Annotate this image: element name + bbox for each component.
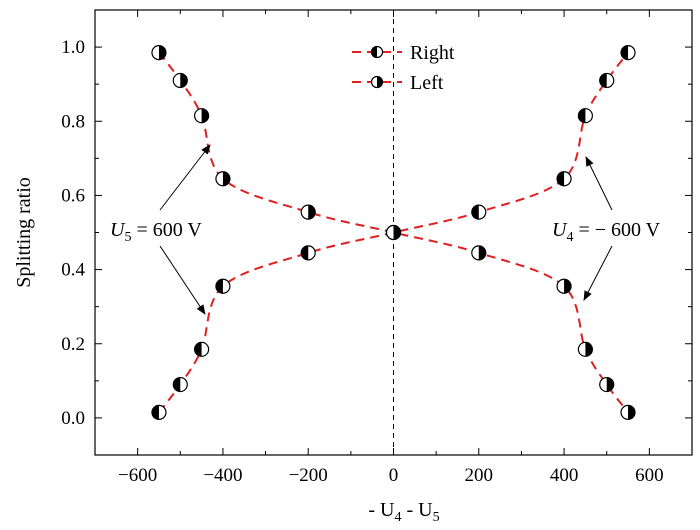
marker-fill (377, 76, 383, 88)
data-point-left (620, 404, 636, 420)
x-tick-label: −400 (203, 465, 242, 486)
y-tick-label: 1.0 (61, 37, 85, 58)
annotation-u4-sub: 4 (566, 230, 573, 245)
marker-fill (557, 171, 565, 186)
data-point-left (194, 108, 210, 124)
x-tick-label: 400 (550, 465, 579, 486)
data-point-right (300, 245, 316, 261)
legend-marker-right (370, 45, 384, 59)
marker-fill (621, 45, 629, 60)
data-point-right (471, 204, 487, 220)
x-axis-title-sub-2: 5 (433, 510, 440, 525)
y-tick-label: 0.2 (61, 334, 85, 355)
x-axis-title-part-2: - U (402, 499, 434, 521)
annotations-layer: U5 = 600 V U4 = − 600 V (110, 144, 661, 315)
data-point-left (151, 45, 167, 61)
marker-fill (564, 279, 572, 294)
marker-fill (158, 45, 166, 60)
annotation-arrow-right-down (583, 245, 613, 301)
data-point-left (577, 341, 593, 357)
y-tick-label: 0.6 (61, 185, 85, 206)
annotation-u5: U5 = 600 V (110, 219, 202, 245)
x-tick-label: 200 (465, 465, 494, 486)
x-tick-label: −600 (118, 465, 157, 486)
marker-fill (628, 405, 636, 420)
data-point-left (599, 376, 615, 393)
legend-marker-left (370, 75, 384, 89)
x-tick-label: 600 (635, 465, 664, 486)
data-point-right (556, 171, 572, 187)
annotation-arrow-right-up (585, 156, 613, 211)
marker-fill (471, 205, 479, 220)
marker-fill (585, 342, 593, 357)
annotation-u4-value: = − 600 V (573, 219, 660, 241)
data-point-right (172, 376, 188, 393)
data-point-right (215, 278, 231, 294)
y-tick-label: 0.8 (61, 111, 85, 132)
x-axis-title-sub-1: 4 (395, 510, 402, 525)
x-axis-title: - U4 - U5 (368, 499, 439, 525)
data-point-right (151, 404, 167, 420)
x-tick-label: 0 (389, 465, 399, 486)
legend: Right Left (352, 42, 455, 94)
x-axis-title-part-1: - U (368, 499, 395, 521)
y-tick-label: 0.4 (61, 260, 85, 281)
marker-fill (478, 245, 486, 260)
data-point-left (300, 204, 316, 220)
marker-fill (180, 73, 188, 88)
data-point-left (385, 224, 402, 241)
marker-fill (371, 46, 377, 58)
data-point-left (215, 171, 231, 187)
marker-fill (599, 73, 607, 88)
data-point-right (620, 45, 636, 61)
marker-fill (173, 377, 181, 392)
marker-fill (578, 108, 586, 123)
data-point-left (556, 278, 572, 294)
legend-label-left: Left (410, 72, 444, 94)
data-point-right (577, 108, 593, 124)
y-axis-title: Splitting ratio (13, 177, 35, 288)
annotation-arrow-left-down (159, 245, 206, 315)
marker-fill (308, 205, 316, 220)
marker-fill (606, 377, 614, 392)
data-point-left (172, 72, 188, 89)
marker-fill (301, 245, 309, 260)
x-tick-label: −200 (289, 465, 328, 486)
y-tick-label: 0.0 (61, 408, 85, 429)
data-point-right (599, 72, 615, 89)
data-point-left (471, 245, 487, 261)
annotation-u4-var: U (552, 219, 568, 241)
annotation-u5-sub: 5 (124, 230, 131, 245)
marker-fill (194, 342, 202, 357)
annotation-u5-var: U (110, 219, 126, 241)
marker-fill (151, 405, 159, 420)
data-point-right (194, 341, 210, 357)
legend-label-right: Right (410, 42, 455, 64)
marker-fill (201, 108, 209, 123)
marker-fill (215, 279, 223, 294)
annotation-u4: U4 = − 600 V (552, 219, 661, 245)
marker-fill (222, 171, 230, 186)
ticks-layer: −600 −400 −200 0 200 400 600 0.0 0.2 0.4 0.6 0.8 1.0 (61, 9, 693, 486)
data-points-layer (151, 45, 636, 420)
annotation-u5-value: = 600 V (131, 219, 202, 241)
marker-fill (393, 225, 401, 240)
annotation-arrow-left-up (159, 144, 211, 211)
